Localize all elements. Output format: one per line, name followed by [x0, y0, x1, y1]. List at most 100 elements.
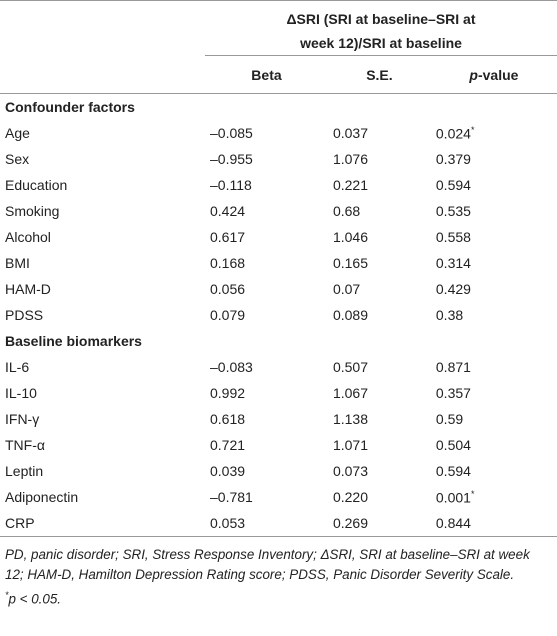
value-cell: 0.07 [332, 281, 361, 297]
column-header-italic: p [469, 66, 478, 83]
row-label: IFN-γ [5, 411, 40, 427]
row-label: BMI [5, 255, 30, 271]
data-row: Smoking 0.424 0.68 0.535 [0, 198, 557, 224]
header-title-line: week 12)/SRI at baseline [300, 35, 462, 51]
value-cell: 0.844 [435, 515, 471, 531]
value-cell: 0.037 [332, 125, 368, 141]
footnote-p: p < 0.05. [8, 591, 62, 607]
data-row: BMI 0.168 0.165 0.314 [0, 250, 557, 276]
value-cell: 0.38 [435, 307, 464, 323]
value-cell: 0.073 [332, 463, 368, 479]
value-cell: 0.535 [435, 203, 471, 219]
row-label: Alcohol [5, 229, 51, 245]
value-cell: 1.046 [332, 229, 368, 245]
value-cell: 0.871 [435, 359, 471, 375]
value-cell: 0.269 [332, 515, 368, 531]
data-row: HAM-D 0.056 0.07 0.429 [0, 276, 557, 302]
corner [0, 55, 205, 94]
row-label: Sex [5, 151, 30, 167]
value: 0.001 [435, 489, 471, 506]
value-cell: 0.056 [210, 281, 246, 297]
row-label: Education [5, 177, 68, 193]
value-cell: 0.220 [332, 489, 368, 505]
value-cell: –0.955 [210, 151, 253, 167]
footnote: PD, panic disorder; SRI, Stress Response… [0, 537, 557, 609]
row-label: Leptin [5, 463, 44, 479]
footnote-mark: * [5, 590, 9, 600]
row-label: HAM-D [5, 281, 51, 297]
header-title-line: ΔSRI (SRI at baseline–SRI at [286, 11, 476, 27]
value-cell: 0.594 [435, 463, 471, 479]
value-cell: 1.138 [332, 411, 368, 427]
value-cell: 0.504 [435, 437, 471, 453]
value-cell: 1.076 [332, 151, 368, 167]
value-cell: 1.067 [332, 385, 368, 401]
results-table: ΔSRI (SRI at baseline–SRI at week 12)/SRI… [0, 0, 557, 537]
value-cell: 0.59 [435, 411, 464, 427]
data-row: Leptin 0.039 0.073 0.594 [0, 458, 557, 484]
row-label: CRP [5, 515, 35, 531]
footnote-significance: *p < 0.05. [5, 585, 552, 609]
data-row: Age –0.085 0.037 0.024* [0, 120, 557, 146]
value-cell: 0.165 [332, 255, 368, 271]
row-label: IL-6 [5, 359, 30, 375]
data-row: Alcohol 0.617 1.046 0.558 [0, 224, 557, 250]
value-cell: 0.424 [210, 203, 246, 219]
data-row: PDSS 0.079 0.089 0.38 [0, 302, 557, 328]
section-title: Confounder factors [5, 99, 135, 115]
column-header: Beta [205, 55, 328, 94]
value-cell: 0.001* [431, 484, 557, 510]
value-cell: 1.071 [332, 437, 368, 453]
row-label: Smoking [5, 203, 60, 219]
data-row: Adiponectin –0.781 0.220 0.001* [0, 484, 557, 510]
section-row: Baseline biomarkers [0, 328, 557, 354]
value-cell: 0.594 [435, 177, 471, 193]
significance-mark: * [470, 488, 475, 499]
header-title: ΔSRI (SRI at baseline–SRI at week 12)/SRI… [205, 0, 557, 56]
row-label: Age [5, 125, 30, 141]
value-cell: 0.507 [332, 359, 368, 375]
row-label: IL-10 [5, 385, 37, 401]
value-cell: 0.079 [210, 307, 246, 323]
data-row: CRP 0.053 0.269 0.844 [0, 510, 557, 537]
value-cell: 0.357 [435, 385, 471, 401]
significance-mark: * [470, 124, 475, 135]
value-cell: –0.083 [210, 359, 253, 375]
section-title: Baseline biomarkers [5, 333, 142, 349]
value-cell: –0.085 [210, 125, 253, 141]
value-cell: 0.558 [435, 229, 471, 245]
value-cell: 0.68 [332, 203, 361, 219]
value-cell: 0.429 [435, 281, 471, 297]
value-cell: 0.221 [332, 177, 368, 193]
footnote-text: PD, panic disorder; SRI, Stress Response… [5, 547, 530, 582]
data-row: IFN-γ 0.618 1.138 0.59 [0, 406, 557, 432]
data-row: IL-10 0.992 1.067 0.357 [0, 380, 557, 406]
value-cell: 0.617 [210, 229, 246, 245]
row-label: PDSS [5, 307, 44, 323]
value-cell: –0.781 [210, 489, 253, 505]
header-row: ΔSRI (SRI at baseline–SRI at week 12)/SRI… [0, 0, 557, 56]
column-header-text: -value [477, 66, 519, 83]
column-header: p-value [430, 55, 557, 94]
value: 0.024 [435, 125, 471, 142]
data-row: IL-6 –0.083 0.507 0.871 [0, 354, 557, 380]
column-header-row: Beta S.E. p-value [0, 55, 557, 94]
value-cell: 0.721 [210, 437, 246, 453]
row-label: TNF-α [5, 437, 45, 453]
data-row: Sex –0.955 1.076 0.379 [0, 146, 557, 172]
value-cell: 0.053 [210, 515, 246, 531]
value-cell: 0.168 [210, 255, 246, 271]
data-row: TNF-α 0.721 1.071 0.504 [0, 432, 557, 458]
value-cell: 0.314 [435, 255, 471, 271]
row-label: Adiponectin [5, 489, 79, 505]
value-cell: –0.118 [210, 177, 252, 193]
corner [0, 1, 205, 56]
value-cell: 0.992 [210, 385, 246, 401]
value-cell: 0.089 [332, 307, 368, 323]
data-row: Education –0.118 0.221 0.594 [0, 172, 557, 198]
value-cell: 0.039 [210, 463, 246, 479]
column-header: S.E. [327, 55, 431, 94]
section-row: Confounder factors [0, 94, 557, 121]
value-cell: 0.024* [431, 120, 557, 146]
